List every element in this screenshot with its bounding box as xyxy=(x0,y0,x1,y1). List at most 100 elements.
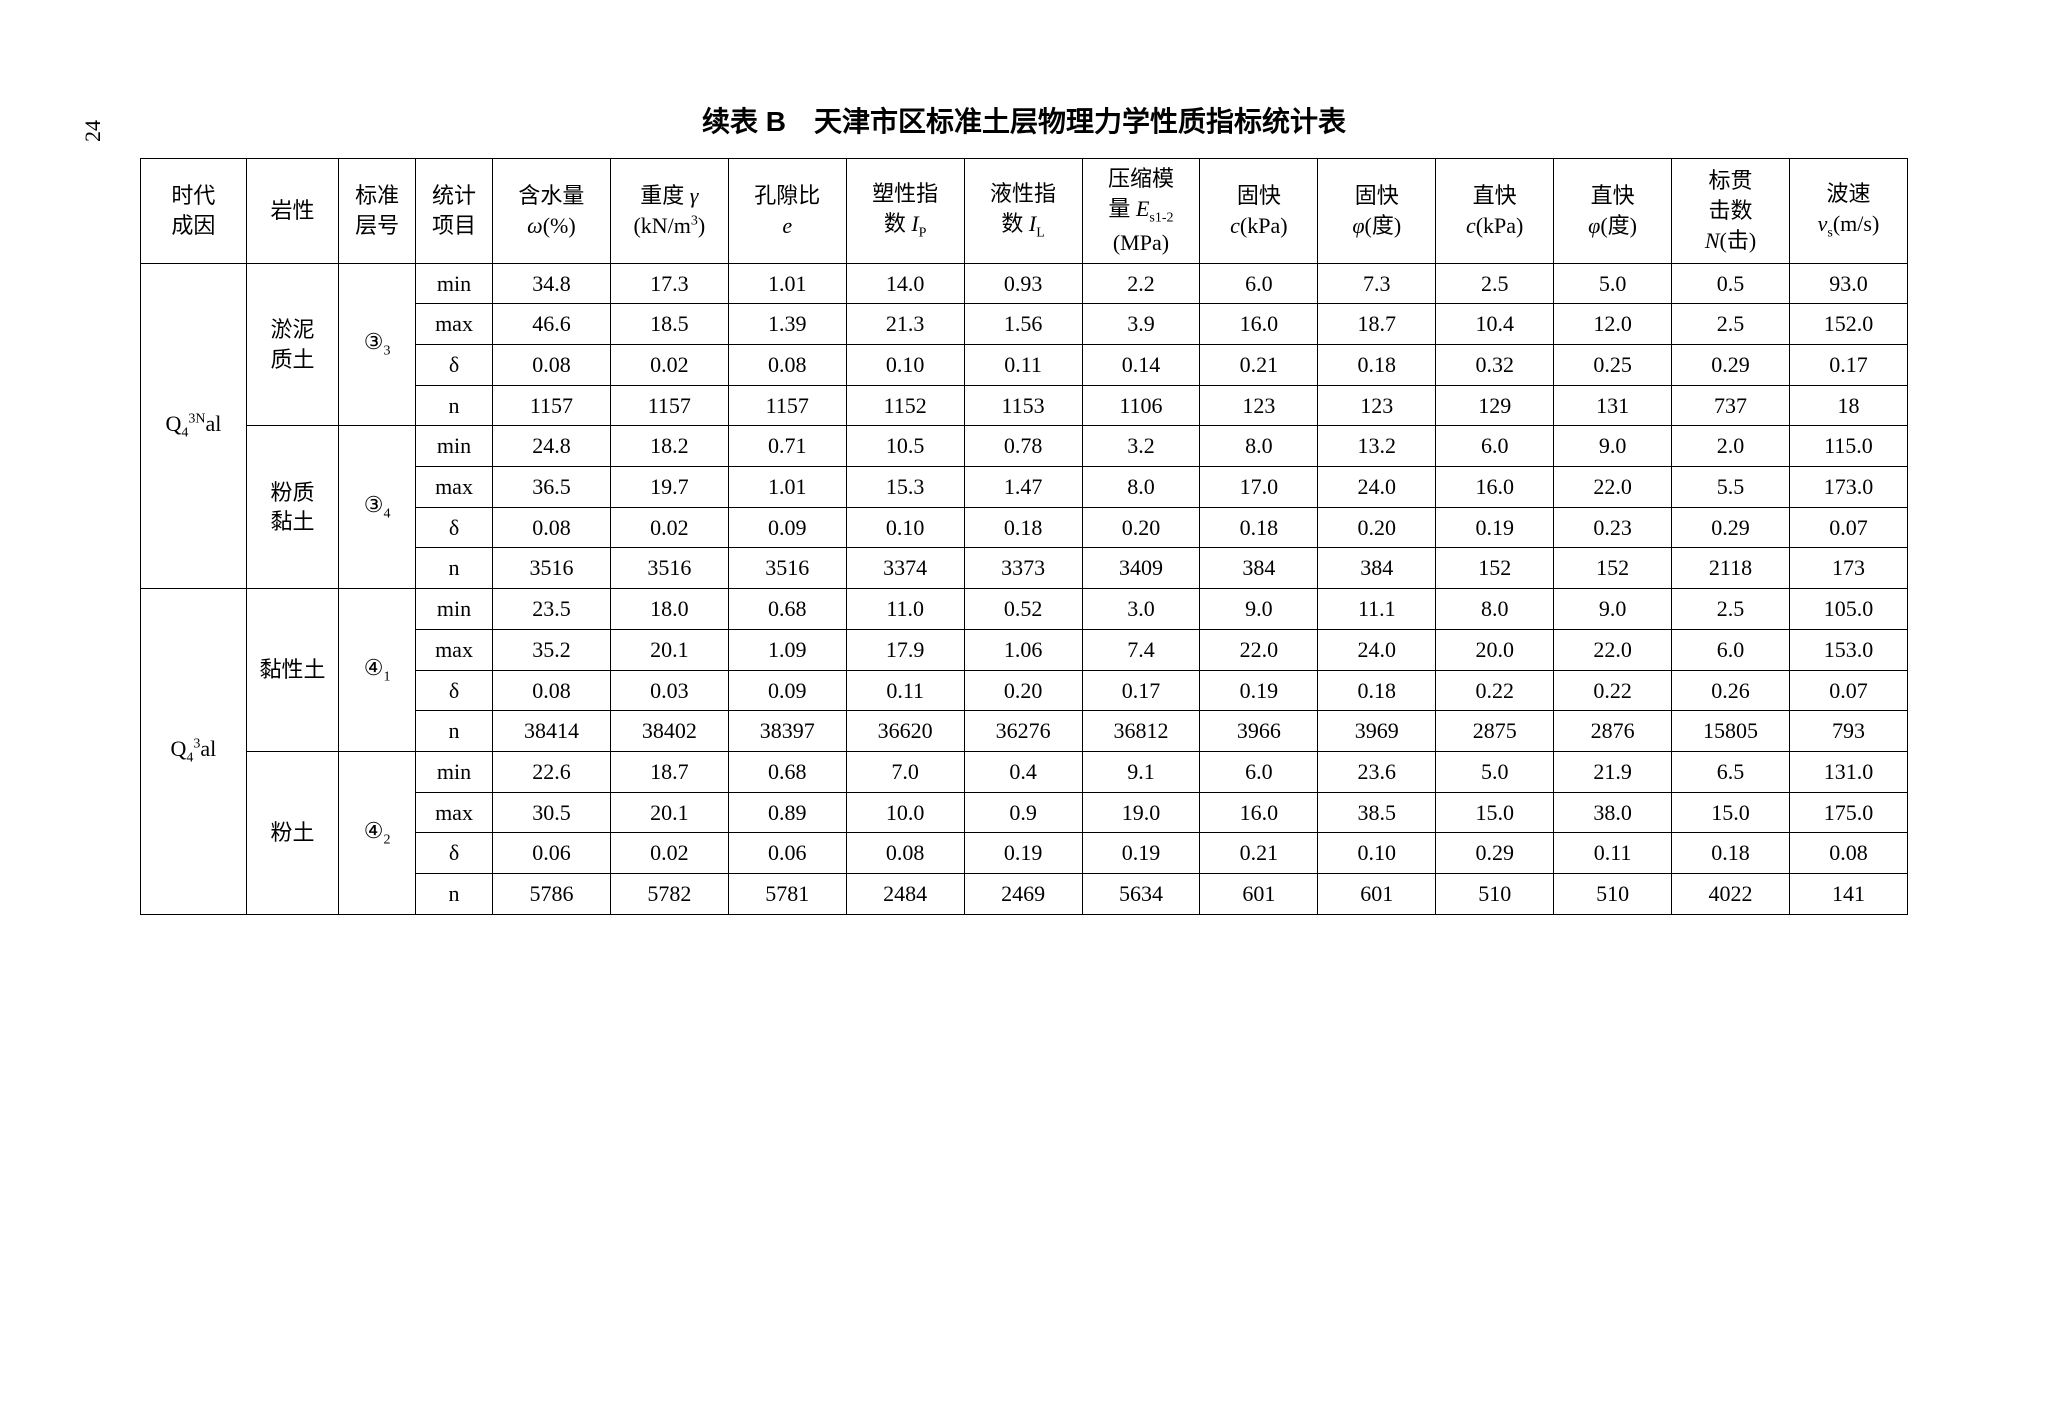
data-cell: 13.2 xyxy=(1318,426,1436,467)
data-cell: 0.68 xyxy=(728,751,846,792)
data-cell: 0.11 xyxy=(1554,833,1672,874)
data-cell: 14.0 xyxy=(846,263,964,304)
layer-num-cell: ④2 xyxy=(339,751,416,914)
data-cell: 6.0 xyxy=(1200,263,1318,304)
data-cell: 793 xyxy=(1789,711,1907,752)
rock-type-cell: 粉土 xyxy=(246,751,338,914)
stat-label-cell: max xyxy=(416,467,493,508)
data-cell: 2484 xyxy=(846,873,964,914)
layer-num-cell: ④1 xyxy=(339,589,416,752)
header-compression-modulus: 压缩模量 Es1-2(MPa) xyxy=(1082,159,1200,264)
data-cell: 1.56 xyxy=(964,304,1082,345)
data-cell: 0.06 xyxy=(728,833,846,874)
data-cell: 38414 xyxy=(492,711,610,752)
data-cell: 5.5 xyxy=(1672,467,1790,508)
data-cell: 141 xyxy=(1789,873,1907,914)
data-cell: 0.68 xyxy=(728,589,846,630)
data-cell: 1.39 xyxy=(728,304,846,345)
data-cell: 22.0 xyxy=(1554,629,1672,670)
data-cell: 6.5 xyxy=(1672,751,1790,792)
data-cell: 12.0 xyxy=(1554,304,1672,345)
data-cell: 20.0 xyxy=(1436,629,1554,670)
header-rock-type: 岩性 xyxy=(246,159,338,264)
data-cell: 175.0 xyxy=(1789,792,1907,833)
data-cell: 123 xyxy=(1200,385,1318,426)
rock-type-cell: 粉质黏土 xyxy=(246,426,338,589)
data-cell: 2.5 xyxy=(1672,304,1790,345)
header-cu-phi: 固快φ(度) xyxy=(1318,159,1436,264)
data-cell: 0.09 xyxy=(728,507,846,548)
stat-label-cell: min xyxy=(416,751,493,792)
data-cell: 601 xyxy=(1200,873,1318,914)
data-cell: 16.0 xyxy=(1200,792,1318,833)
data-cell: 115.0 xyxy=(1789,426,1907,467)
data-cell: 22.6 xyxy=(492,751,610,792)
data-cell: 3409 xyxy=(1082,548,1200,589)
data-cell: 0.18 xyxy=(964,507,1082,548)
data-cell: 36276 xyxy=(964,711,1082,752)
data-cell: 17.0 xyxy=(1200,467,1318,508)
header-water-content: 含水量ω(%) xyxy=(492,159,610,264)
data-cell: 30.5 xyxy=(492,792,610,833)
header-liquidity-index: 液性指数 IL xyxy=(964,159,1082,264)
stat-label-cell: n xyxy=(416,385,493,426)
data-cell: 38397 xyxy=(728,711,846,752)
data-cell: 10.4 xyxy=(1436,304,1554,345)
data-cell: 19.0 xyxy=(1082,792,1200,833)
data-cell: 2875 xyxy=(1436,711,1554,752)
data-cell: 105.0 xyxy=(1789,589,1907,630)
data-cell: 152 xyxy=(1436,548,1554,589)
data-cell: 34.8 xyxy=(492,263,610,304)
data-cell: 0.26 xyxy=(1672,670,1790,711)
data-cell: 15805 xyxy=(1672,711,1790,752)
header-direct-phi: 直快φ(度) xyxy=(1554,159,1672,264)
table-row: 粉土④2min22.618.70.687.00.49.16.023.65.021… xyxy=(141,751,1908,792)
table-row: Q43al黏性土④1min23.518.00.6811.00.523.09.01… xyxy=(141,589,1908,630)
data-cell: 24.0 xyxy=(1318,629,1436,670)
stat-label-cell: max xyxy=(416,304,493,345)
header-plasticity-index: 塑性指数 IP xyxy=(846,159,964,264)
data-cell: 18.5 xyxy=(610,304,728,345)
data-cell: 3516 xyxy=(728,548,846,589)
data-cell: 0.10 xyxy=(846,507,964,548)
data-cell: 1.01 xyxy=(728,467,846,508)
data-cell: 0.10 xyxy=(1318,833,1436,874)
data-cell: 9.0 xyxy=(1554,589,1672,630)
data-cell: 7.3 xyxy=(1318,263,1436,304)
data-cell: 5.0 xyxy=(1436,751,1554,792)
data-cell: 10.0 xyxy=(846,792,964,833)
data-cell: 7.4 xyxy=(1082,629,1200,670)
data-cell: 1.01 xyxy=(728,263,846,304)
data-cell: 2118 xyxy=(1672,548,1790,589)
stat-label-cell: n xyxy=(416,711,493,752)
data-cell: 0.19 xyxy=(1436,507,1554,548)
data-cell: 173.0 xyxy=(1789,467,1907,508)
layer-num-cell: ③4 xyxy=(339,426,416,589)
data-cell: 9.0 xyxy=(1554,426,1672,467)
data-cell: 737 xyxy=(1672,385,1790,426)
stat-label-cell: δ xyxy=(416,507,493,548)
data-cell: 9.1 xyxy=(1082,751,1200,792)
data-cell: 21.9 xyxy=(1554,751,1672,792)
data-cell: 2.5 xyxy=(1672,589,1790,630)
data-cell: 3.9 xyxy=(1082,304,1200,345)
header-direct-c: 直快c(kPa) xyxy=(1436,159,1554,264)
data-cell: 15.0 xyxy=(1672,792,1790,833)
data-cell: 15.0 xyxy=(1436,792,1554,833)
header-layer-num: 标准层号 xyxy=(339,159,416,264)
data-cell: 6.0 xyxy=(1200,751,1318,792)
data-cell: 2.2 xyxy=(1082,263,1200,304)
data-cell: 0.08 xyxy=(492,670,610,711)
data-cell: 36812 xyxy=(1082,711,1200,752)
data-cell: 0.08 xyxy=(492,345,610,386)
data-cell: 510 xyxy=(1554,873,1672,914)
data-cell: 0.07 xyxy=(1789,507,1907,548)
data-cell: 5782 xyxy=(610,873,728,914)
data-cell: 0.02 xyxy=(610,345,728,386)
data-cell: 46.6 xyxy=(492,304,610,345)
data-cell: 0.02 xyxy=(610,833,728,874)
data-cell: 3516 xyxy=(492,548,610,589)
data-cell: 9.0 xyxy=(1200,589,1318,630)
data-cell: 0.71 xyxy=(728,426,846,467)
data-cell: 601 xyxy=(1318,873,1436,914)
